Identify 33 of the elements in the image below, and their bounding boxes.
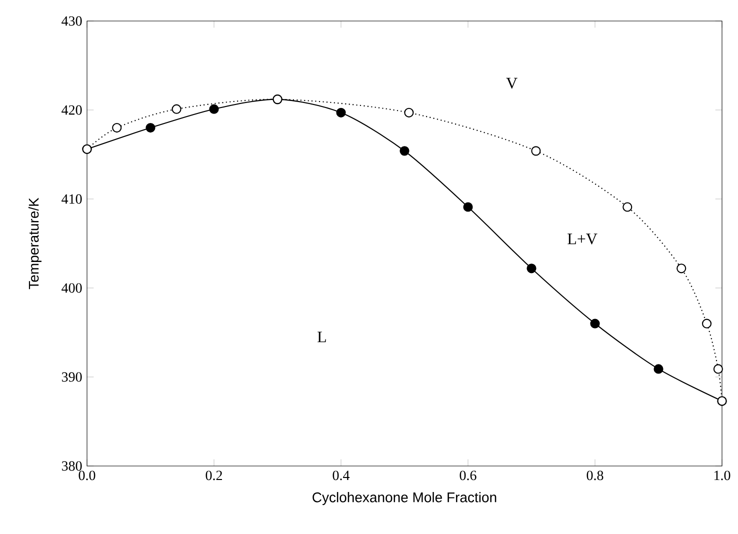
point <box>590 318 600 328</box>
point <box>336 108 346 118</box>
point <box>112 122 122 133</box>
point <box>702 318 712 328</box>
x-tick-label: 0.2 <box>206 470 222 480</box>
annotation: V <box>506 78 518 89</box>
y-tick-label: 420 <box>62 105 82 115</box>
point <box>400 146 410 156</box>
x-tick-label: 0.0 <box>78 470 96 480</box>
point <box>146 122 156 133</box>
annotation: L <box>318 332 326 342</box>
y-axis-title: Temperature/K <box>28 198 42 290</box>
point <box>463 202 473 212</box>
point <box>209 104 219 114</box>
x-tick-label: 0.4 <box>332 470 350 480</box>
y-tick-label: 390 <box>62 372 82 382</box>
point <box>172 104 182 114</box>
x-tick-label: 0.6 <box>460 470 476 480</box>
point <box>526 264 536 274</box>
point <box>531 146 541 156</box>
x-tick-label: 0.8 <box>586 470 604 480</box>
y-tick-label: 410 <box>62 194 82 204</box>
y-tick-label: 430 <box>62 16 82 26</box>
x-tick-label: 1.0 <box>714 470 730 480</box>
y-tick-label: 400 <box>62 283 82 293</box>
x-axis-title: Cyclohexanone Mole Fraction <box>312 492 496 506</box>
point <box>654 364 664 374</box>
annotation: L+V <box>568 234 598 244</box>
point <box>676 264 686 274</box>
point <box>622 202 632 212</box>
point <box>713 364 723 374</box>
y-tick-label: 380 <box>62 461 82 471</box>
point <box>404 108 414 118</box>
